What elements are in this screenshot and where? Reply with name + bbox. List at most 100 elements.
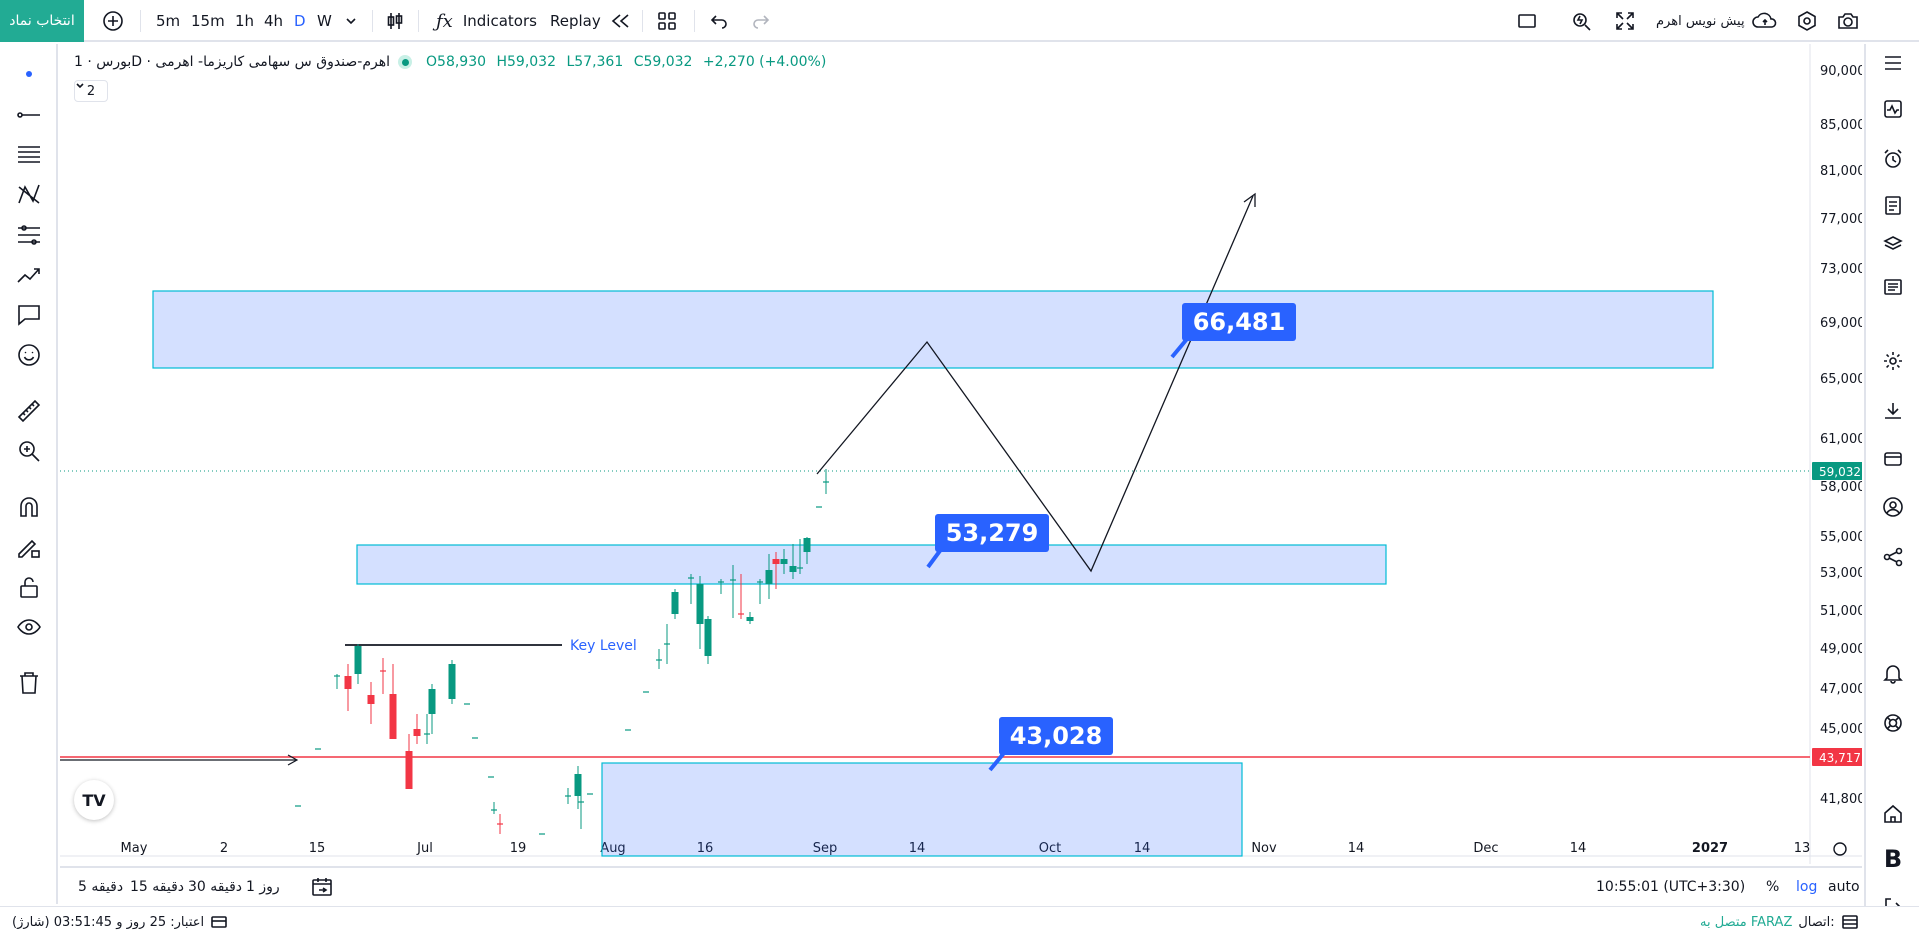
clock-display[interactable]: 10:55:01 (UTC+3:30) — [1596, 879, 1746, 895]
crosshair-tool[interactable] — [14, 59, 44, 89]
cloud-save-button[interactable]: پیش نویس اهرم — [1656, 0, 1779, 42]
range-5min[interactable]: 5 دقیقه — [78, 879, 124, 895]
zone-resistance[interactable] — [152, 290, 1714, 369]
measure-tool[interactable] — [14, 396, 44, 426]
candles-icon — [387, 13, 403, 29]
indicator-count: 2 — [86, 83, 96, 99]
percent-toggle[interactable]: % — [1766, 879, 1780, 895]
zone-demand[interactable] — [601, 762, 1243, 857]
menu-button[interactable] — [1878, 48, 1908, 78]
home-button[interactable] — [1878, 798, 1908, 828]
projection-tool[interactable] — [14, 220, 44, 250]
interval-4h[interactable]: 4h — [264, 12, 284, 30]
connection-label: اتصال: — [1798, 914, 1835, 930]
log-toggle[interactable]: log — [1796, 879, 1818, 895]
zone-support[interactable] — [356, 544, 1387, 585]
magnet-tool[interactable] — [14, 492, 44, 522]
interval-1h[interactable]: 1h — [235, 12, 255, 30]
server-icon — [1841, 915, 1858, 929]
redo-icon — [753, 15, 770, 29]
drawing-toolbar — [0, 44, 58, 904]
callout-53279-box[interactable] — [935, 514, 1049, 552]
trash-icon — [20, 672, 38, 694]
ohlc-values: O58,930 H59,032 L57,361 C59,032 +2,270 (… — [420, 54, 826, 70]
low-value: L57,361 — [566, 54, 624, 70]
symbol-title[interactable]: بورس · 1D · اهرم-صندوق س سهامی کاریزما- … — [74, 54, 391, 70]
candle-body — [389, 694, 397, 739]
layers-icon — [1883, 236, 1903, 250]
stay-drawing-tool[interactable] — [14, 532, 44, 562]
rewind-icon — [611, 14, 629, 28]
time-tick-label: 13 — [1794, 841, 1811, 856]
watchlist-button[interactable] — [1878, 94, 1908, 124]
interval-15m[interactable]: 15m — [191, 12, 225, 30]
range-1day[interactable]: 1 روز — [246, 879, 280, 895]
redo-button[interactable] — [750, 0, 772, 42]
remove-drawings-tool[interactable] — [14, 668, 44, 698]
pattern-tool[interactable] — [14, 180, 44, 210]
legend-collapse-button[interactable]: 2 — [74, 80, 108, 102]
time-tick-label: Jul — [416, 841, 433, 856]
screenshot-button[interactable] — [1836, 0, 1860, 42]
zoom-tool[interactable] — [14, 436, 44, 466]
help-button[interactable] — [1878, 708, 1908, 738]
time-tick-label: 16 — [697, 841, 714, 856]
tradingview-logo[interactable]: TV — [74, 780, 114, 820]
settings-side-button[interactable] — [1878, 346, 1908, 376]
broker-button[interactable]: B — [1878, 844, 1908, 874]
text-tool[interactable] — [14, 300, 44, 330]
settings-button[interactable] — [1796, 0, 1818, 42]
replay-button[interactable]: Replay — [550, 0, 633, 42]
fullscreen-rect-button[interactable] — [1516, 0, 1538, 42]
interval-1w[interactable]: W — [317, 12, 332, 30]
range-15min[interactable]: 15 دقیقه — [130, 879, 185, 895]
emoji-tool[interactable] — [14, 340, 44, 370]
price-tick-label: 81,000 — [1820, 164, 1862, 179]
time-tick-label: Dec — [1473, 841, 1498, 856]
date-range-button[interactable] — [310, 868, 334, 906]
download-button[interactable] — [1878, 396, 1908, 426]
high-value: H59,032 — [496, 54, 556, 70]
news-button[interactable] — [1878, 272, 1908, 302]
notifications-button[interactable] — [1878, 658, 1908, 688]
object-tree-button[interactable] — [1878, 230, 1908, 260]
home-icon — [1884, 804, 1902, 823]
price-tick-label: 73,000 — [1820, 262, 1862, 277]
price-tick-label: 77,000 — [1820, 212, 1862, 227]
projection-path[interactable] — [816, 195, 1254, 573]
chart-pane[interactable]: 90,000 85,000 81,000 77,000 73,000 69,000 65,0… — [60, 44, 1862, 864]
fullscreen-button[interactable] — [1614, 0, 1636, 42]
price-tick-label: 61,000 — [1820, 432, 1862, 447]
trendline-tool[interactable] — [14, 100, 44, 130]
fib-tool[interactable] — [14, 140, 44, 170]
indicators-button[interactable]: ƒx Indicators — [436, 0, 537, 42]
pencil-lock-icon — [18, 539, 40, 558]
camera-icon — [1838, 13, 1858, 29]
wallet-button[interactable] — [1878, 444, 1908, 474]
axis-settings-icon[interactable] — [1833, 842, 1847, 856]
notes-button[interactable] — [1878, 190, 1908, 220]
brush-tool[interactable] — [14, 260, 44, 290]
layout-button[interactable] — [656, 0, 678, 42]
candle-body — [746, 617, 754, 621]
auto-toggle[interactable]: auto — [1828, 879, 1860, 895]
alerts-button[interactable] — [1878, 144, 1908, 174]
undo-button[interactable] — [708, 0, 730, 42]
callout-66481-box[interactable] — [1182, 303, 1296, 341]
interval-1d[interactable]: D — [294, 12, 306, 30]
share-button[interactable] — [1878, 542, 1908, 572]
lock-drawings-tool[interactable] — [14, 572, 44, 602]
callout-43028-box[interactable] — [999, 717, 1113, 755]
interval-dropdown[interactable] — [344, 0, 358, 42]
quick-search-button[interactable] — [1570, 0, 1592, 42]
chart-type-button[interactable] — [384, 0, 406, 42]
add-symbol-button[interactable] — [102, 0, 124, 42]
chart-canvas[interactable]: 90,000 85,000 81,000 77,000 73,000 69,000 65,0… — [60, 44, 1862, 864]
profile-button[interactable] — [1878, 492, 1908, 522]
hide-drawings-tool[interactable] — [14, 612, 44, 642]
grid-layout-icon — [658, 12, 676, 30]
range-30min[interactable]: 30 دقیقه — [188, 879, 243, 895]
symbol-search-button[interactable]: انتخاب نماد — [0, 0, 84, 42]
candle-body — [367, 695, 375, 704]
interval-5m[interactable]: 5m — [156, 12, 181, 30]
